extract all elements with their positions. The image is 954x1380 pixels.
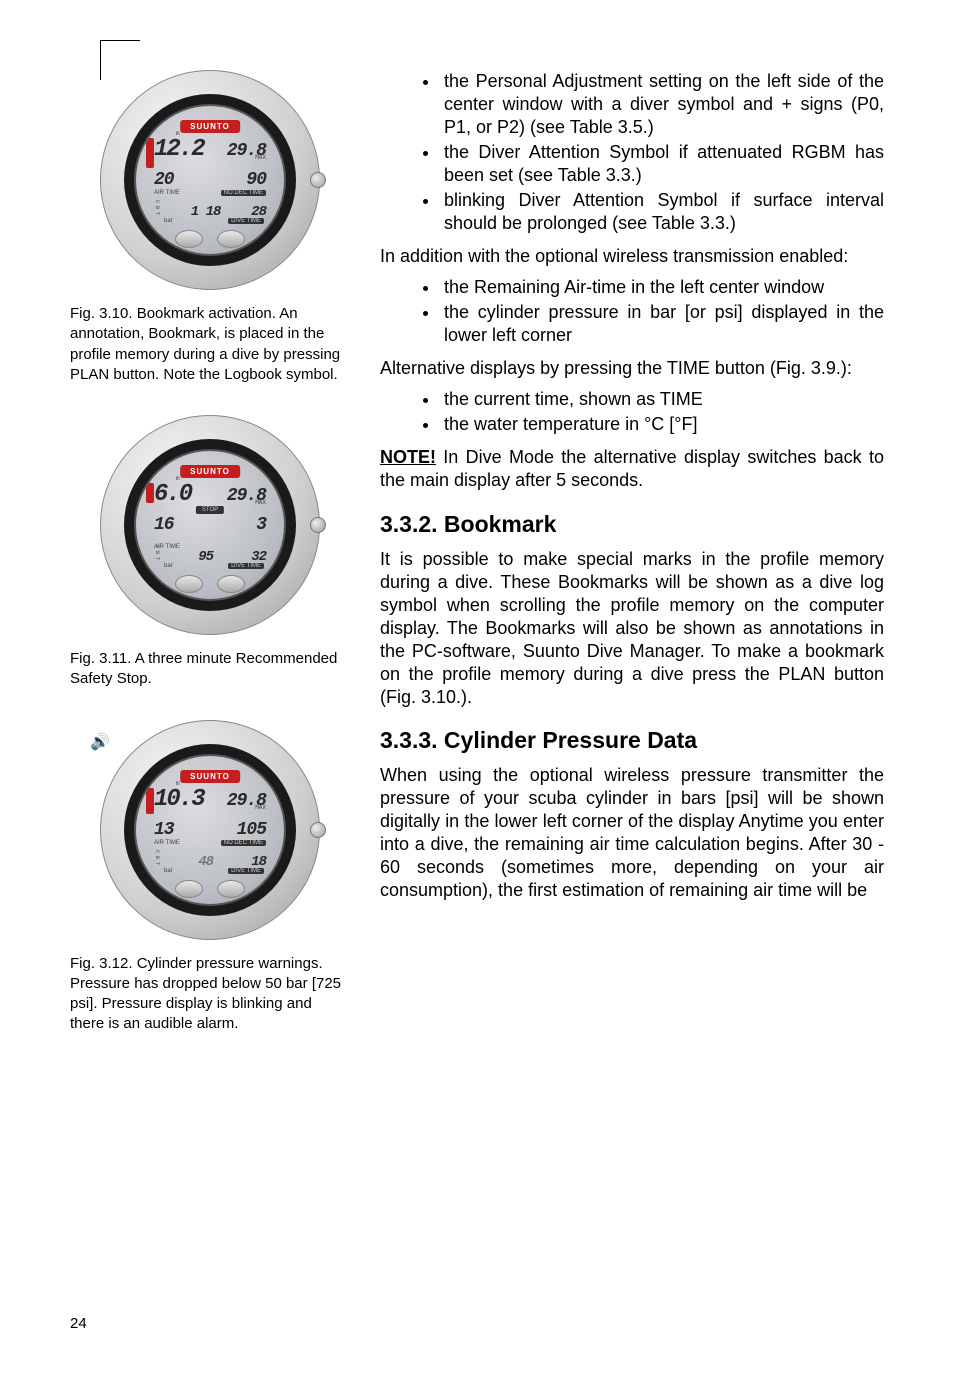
watch-button-left[interactable] (175, 230, 203, 248)
figure-3-11-caption: Fig. 3.11. A three minute Recommended Sa… (70, 649, 350, 690)
figure-3-10-watch: SUUNTO m 12.2 29.8 MAX 20 90 AIR TIME (100, 70, 320, 290)
heading-bookmark: 3.3.2. Bookmark (380, 511, 884, 538)
right-column: the Personal Adjustment setting on the l… (380, 70, 884, 1065)
bullet-item: the Diver Attention Symbol if attenuated… (440, 141, 884, 187)
bullet-item: the water temperature in °C [°F] (440, 413, 884, 436)
bullet-item: blinking Diver Attention Symbol if surfa… (440, 189, 884, 235)
brand-label: SUUNTO (180, 465, 240, 478)
watch-face: SUUNTO m 6.0 29.8 MAX STOP 16 3 AIR TIME (134, 449, 286, 601)
bullet-item: the current time, shown as TIME (440, 388, 884, 411)
watch-button-right[interactable] (217, 575, 245, 593)
paragraph-bookmark: It is possible to make special marks in … (380, 548, 884, 709)
label-stop: STOP (196, 507, 224, 513)
content-columns: SUUNTO m 12.2 29.8 MAX 20 90 AIR TIME (70, 70, 884, 1065)
bullet-list-1: the Personal Adjustment setting on the l… (380, 70, 884, 235)
stop-value: 3 (256, 515, 266, 535)
label-bar: bar (164, 563, 173, 569)
watch-face: SUUNTO m 10.3 29.8 MAX 13 105 AIR TIME (134, 754, 286, 906)
note-label: NOTE! (380, 447, 436, 467)
airtime-value: 16 (154, 515, 174, 535)
bullet-list-2: the Remaining Air-time in the left cente… (380, 276, 884, 347)
label-nodec: NO DEC TIME (221, 840, 266, 846)
label-cbt: C B T (154, 850, 160, 865)
bullet-item: the Personal Adjustment setting on the l… (440, 70, 884, 139)
depth-value: 6.0 (154, 481, 191, 508)
label-m: m (176, 130, 180, 137)
label-airtime: AIR TIME (154, 840, 180, 846)
watch-crown[interactable] (310, 822, 326, 838)
label-m: m (176, 780, 180, 787)
speaker-icon: 🔊 (90, 732, 110, 752)
label-cbt: C B T (154, 545, 160, 560)
watch-buttons (175, 575, 245, 593)
label-bar: bar (164, 868, 173, 874)
label-m: m (176, 475, 180, 482)
left-column: SUUNTO m 12.2 29.8 MAX 20 90 AIR TIME (70, 70, 350, 1065)
bullet-item: the cylinder pressure in bar [or psi] di… (440, 301, 884, 347)
depth-scale-red (146, 483, 154, 503)
note-paragraph: NOTE! In Dive Mode the alternative displ… (380, 446, 884, 492)
paragraph: In addition with the optional wireless t… (380, 245, 884, 268)
bullet-item: the Remaining Air-time in the left cente… (440, 276, 884, 299)
brand-label: SUUNTO (180, 770, 240, 783)
heading-cylinder: 3.3.3. Cylinder Pressure Data (380, 727, 884, 754)
label-divetime: DIVE TIME (228, 563, 264, 569)
brand-label: SUUNTO (180, 120, 240, 133)
figure-3-12-caption: Fig. 3.12. Cylinder pressure warnings. P… (70, 954, 350, 1035)
nodec-value: 90 (246, 170, 266, 190)
label-max: MAX (255, 499, 266, 506)
label-nodec: NO DEC TIME (221, 190, 266, 196)
label-max: MAX (255, 804, 266, 811)
depth-scale-red (146, 138, 154, 168)
label-divetime: DIVE TIME (228, 868, 264, 874)
watch-button-right[interactable] (217, 230, 245, 248)
watch-button-left[interactable] (175, 575, 203, 593)
airtime-value: 13 (154, 820, 174, 840)
note-text: In Dive Mode the alternative display swi… (380, 447, 884, 490)
watch-crown[interactable] (310, 517, 326, 533)
figure-3-11-watch: SUUNTO m 6.0 29.8 MAX STOP 16 3 AIR TIME (100, 415, 320, 635)
label-cbt: C B T (154, 200, 160, 215)
label-airtime: AIR TIME (154, 190, 180, 196)
label-bar: bar (164, 218, 173, 224)
figure-3-10-caption: Fig. 3.10. Bookmark activation. An annot… (70, 304, 350, 385)
depth-scale-red (146, 788, 154, 814)
watch-button-right[interactable] (217, 880, 245, 898)
label-max: MAX (255, 154, 266, 161)
paragraph: Alternative displays by pressing the TIM… (380, 357, 884, 380)
nodec-value: 105 (237, 820, 266, 840)
watch-buttons (175, 880, 245, 898)
page-number: 24 (70, 1315, 87, 1332)
bullet-list-3: the current time, shown as TIME the wate… (380, 388, 884, 436)
paragraph-cylinder: When using the optional wireless pressur… (380, 764, 884, 902)
label-divetime: DIVE TIME (228, 218, 264, 224)
airtime-value: 20 (154, 170, 174, 190)
depth-value: 10.3 (154, 786, 204, 813)
depth-value: 12.2 (154, 136, 204, 163)
watch-face: SUUNTO m 12.2 29.8 MAX 20 90 AIR TIME (134, 104, 286, 256)
watch-crown[interactable] (310, 172, 326, 188)
watch-button-left[interactable] (175, 880, 203, 898)
figure-3-12-watch: 🔊 SUUNTO m 10.3 29.8 MAX 13 105 (100, 720, 320, 940)
page: SUUNTO m 12.2 29.8 MAX 20 90 AIR TIME (0, 0, 954, 1380)
watch-buttons (175, 230, 245, 248)
